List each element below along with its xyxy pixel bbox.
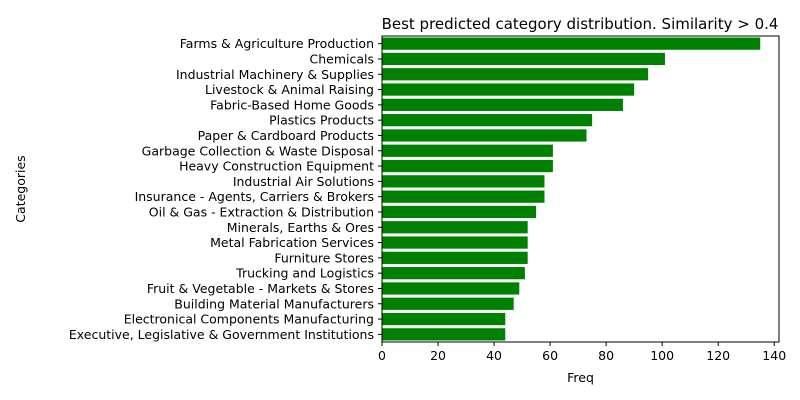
bar bbox=[382, 159, 553, 173]
bar bbox=[382, 175, 545, 188]
y-tick-label: Oil & Gas - Extraction & Distribution bbox=[149, 204, 374, 219]
bar bbox=[382, 205, 537, 219]
y-tick-label: Building Material Manufacturers bbox=[174, 296, 374, 311]
x-tick-label: 140 bbox=[762, 348, 786, 363]
y-tick-label: Furniture Stores bbox=[274, 250, 374, 265]
bar bbox=[382, 190, 545, 203]
y-tick-label: Heavy Construction Equipment bbox=[179, 159, 374, 174]
y-tick-label: Metal Fabrication Services bbox=[210, 235, 374, 250]
x-axis-label: Freq bbox=[567, 370, 594, 385]
bars-group bbox=[382, 37, 761, 341]
x-tick-label: 120 bbox=[706, 348, 730, 363]
y-tick-label: Trucking and Logistics bbox=[235, 266, 374, 281]
x-tick-label: 0 bbox=[378, 348, 386, 363]
y-tick-label: Industrial Machinery & Supplies bbox=[176, 67, 374, 82]
y-tick-label: Fabric-Based Home Goods bbox=[210, 97, 374, 112]
bar bbox=[382, 68, 649, 81]
y-tick-label: Insurance - Agents, Carriers & Brokers bbox=[135, 189, 374, 204]
bar bbox=[382, 221, 528, 234]
y-axis-ticks: Farms & Agriculture ProductionChemicalsI… bbox=[69, 36, 382, 342]
bar bbox=[382, 83, 635, 96]
y-tick-label: Livestock & Animal Raising bbox=[205, 82, 374, 97]
bar bbox=[382, 236, 528, 249]
bar bbox=[382, 297, 514, 310]
y-tick-label: Plastics Products bbox=[269, 113, 374, 128]
bar bbox=[382, 52, 665, 66]
y-tick-label: Fruit & Vegetable - Markets & Stores bbox=[147, 281, 374, 296]
x-tick-label: 20 bbox=[430, 348, 446, 363]
bar bbox=[382, 328, 506, 341]
y-tick-label: Farms & Agriculture Production bbox=[180, 36, 374, 51]
bar bbox=[382, 282, 520, 295]
x-axis-ticks: 0 20 40 60 80 100 120 140 bbox=[378, 342, 786, 363]
y-tick-label: Paper & Cardboard Products bbox=[198, 128, 374, 143]
y-axis-label: Categories bbox=[13, 155, 28, 222]
bar bbox=[382, 144, 553, 157]
y-tick-label: Minerals, Earths & Ores bbox=[227, 220, 374, 235]
bar bbox=[382, 98, 623, 111]
bar bbox=[382, 312, 506, 326]
y-tick-label: Executive, Legislative & Government Inst… bbox=[69, 327, 374, 342]
x-tick-label: 40 bbox=[486, 348, 502, 363]
plot-frame bbox=[381, 35, 780, 343]
bar bbox=[382, 37, 761, 50]
y-tick-label: Electronical Components Manufacturing bbox=[124, 312, 374, 327]
x-tick-label: 80 bbox=[598, 348, 614, 363]
y-tick-label: Chemicals bbox=[309, 51, 374, 66]
y-tick-label: Garbage Collection & Waste Disposal bbox=[142, 143, 374, 158]
bar bbox=[382, 129, 587, 142]
bar bbox=[382, 114, 593, 127]
x-tick-label: 60 bbox=[542, 348, 558, 363]
bar bbox=[382, 267, 525, 280]
bar bbox=[382, 251, 528, 264]
y-tick-label: Industrial Air Solutions bbox=[233, 174, 374, 189]
x-tick-label: 100 bbox=[650, 348, 674, 363]
chart-title: Best predicted category distribution. Si… bbox=[382, 15, 779, 33]
